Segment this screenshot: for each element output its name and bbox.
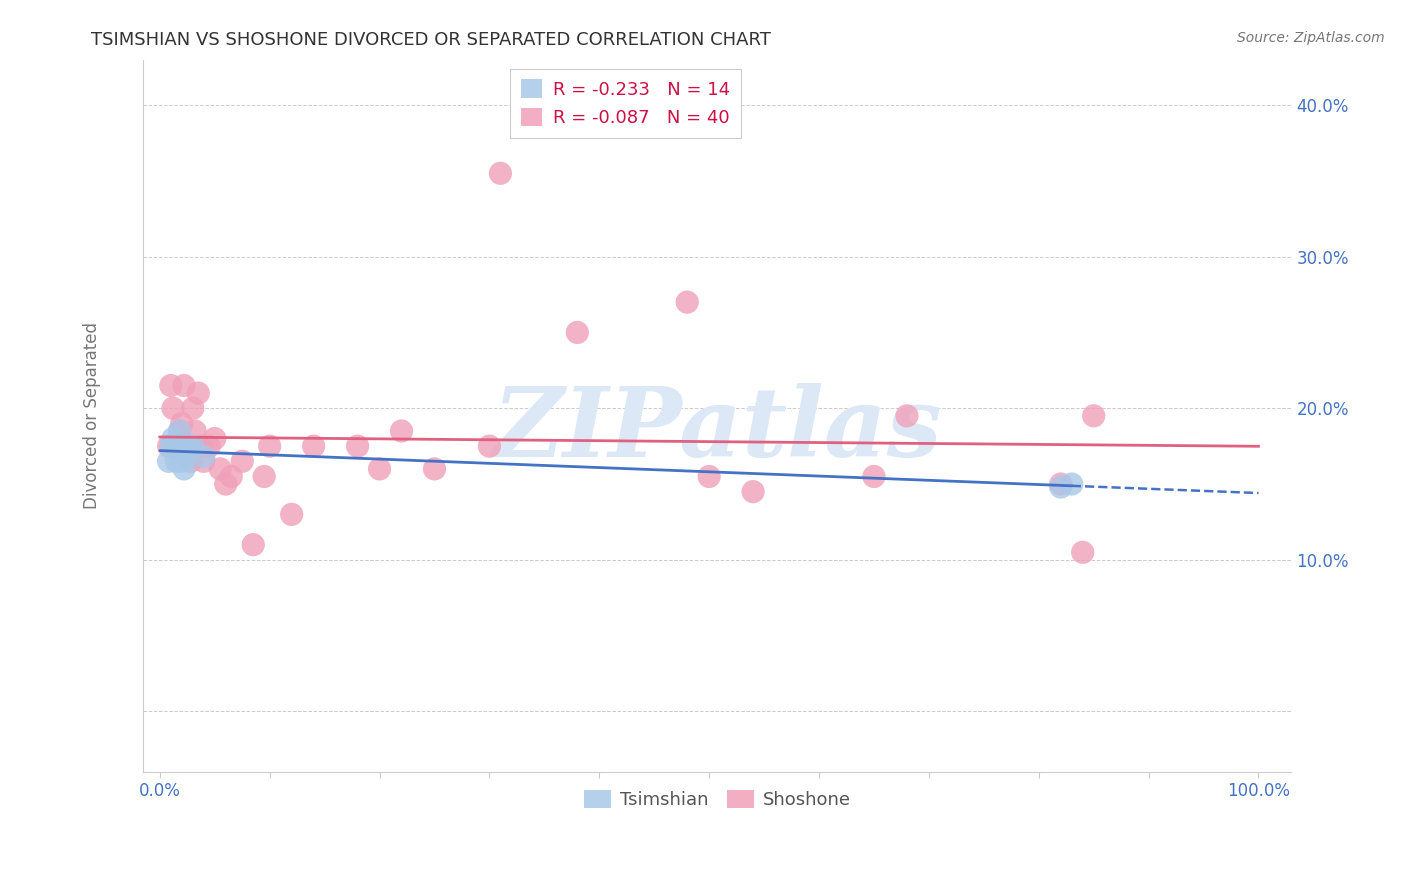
Point [193, 450, 215, 464]
Text: Source: ZipAtlas.com: Source: ZipAtlas.com [1237, 31, 1385, 45]
Point [165, 439, 187, 453]
Point [697, 469, 720, 483]
Point [184, 424, 207, 438]
Point [190, 439, 212, 453]
Point [170, 454, 193, 468]
Point [1049, 480, 1071, 494]
Point [159, 439, 181, 453]
Point [259, 439, 281, 453]
Point [742, 484, 765, 499]
Point [219, 469, 242, 483]
Point [302, 439, 325, 453]
Point [173, 462, 195, 476]
Point [209, 462, 232, 476]
Point [863, 469, 886, 483]
Point [162, 401, 184, 416]
Point [173, 378, 195, 392]
Point [346, 439, 368, 453]
Point [193, 454, 215, 468]
Point [187, 386, 209, 401]
Point [157, 454, 180, 468]
Point [176, 439, 198, 453]
Point [1049, 477, 1071, 491]
Point [159, 378, 181, 392]
Point [166, 439, 188, 453]
Point [1060, 477, 1083, 491]
Point [896, 409, 918, 423]
Point [177, 439, 200, 453]
Point [180, 454, 202, 468]
Point [280, 508, 302, 522]
Point [1071, 545, 1094, 559]
Point [174, 447, 197, 461]
Point [567, 326, 589, 340]
Point [676, 295, 699, 310]
Point [169, 424, 191, 438]
Legend: Tsimshian, Shoshone: Tsimshian, Shoshone [576, 782, 858, 816]
Text: TSIMSHIAN VS SHOSHONE DIVORCED OR SEPARATED CORRELATION CHART: TSIMSHIAN VS SHOSHONE DIVORCED OR SEPARA… [91, 31, 772, 49]
Point [231, 454, 253, 468]
Text: ZIPatlas: ZIPatlas [492, 383, 942, 477]
Point [478, 439, 501, 453]
Point [181, 401, 204, 416]
Point [391, 424, 413, 438]
Point [170, 417, 193, 431]
Point [162, 432, 184, 446]
Point [169, 424, 191, 438]
Point [489, 166, 512, 180]
Point [1083, 409, 1105, 423]
Point [157, 439, 180, 453]
Text: Divorced or Separated: Divorced or Separated [83, 322, 101, 509]
Point [368, 462, 391, 476]
Point [215, 477, 238, 491]
Point [181, 439, 204, 453]
Point [198, 439, 221, 453]
Point [165, 454, 187, 468]
Point [253, 469, 276, 483]
Point [423, 462, 446, 476]
Point [204, 432, 226, 446]
Point [242, 538, 264, 552]
